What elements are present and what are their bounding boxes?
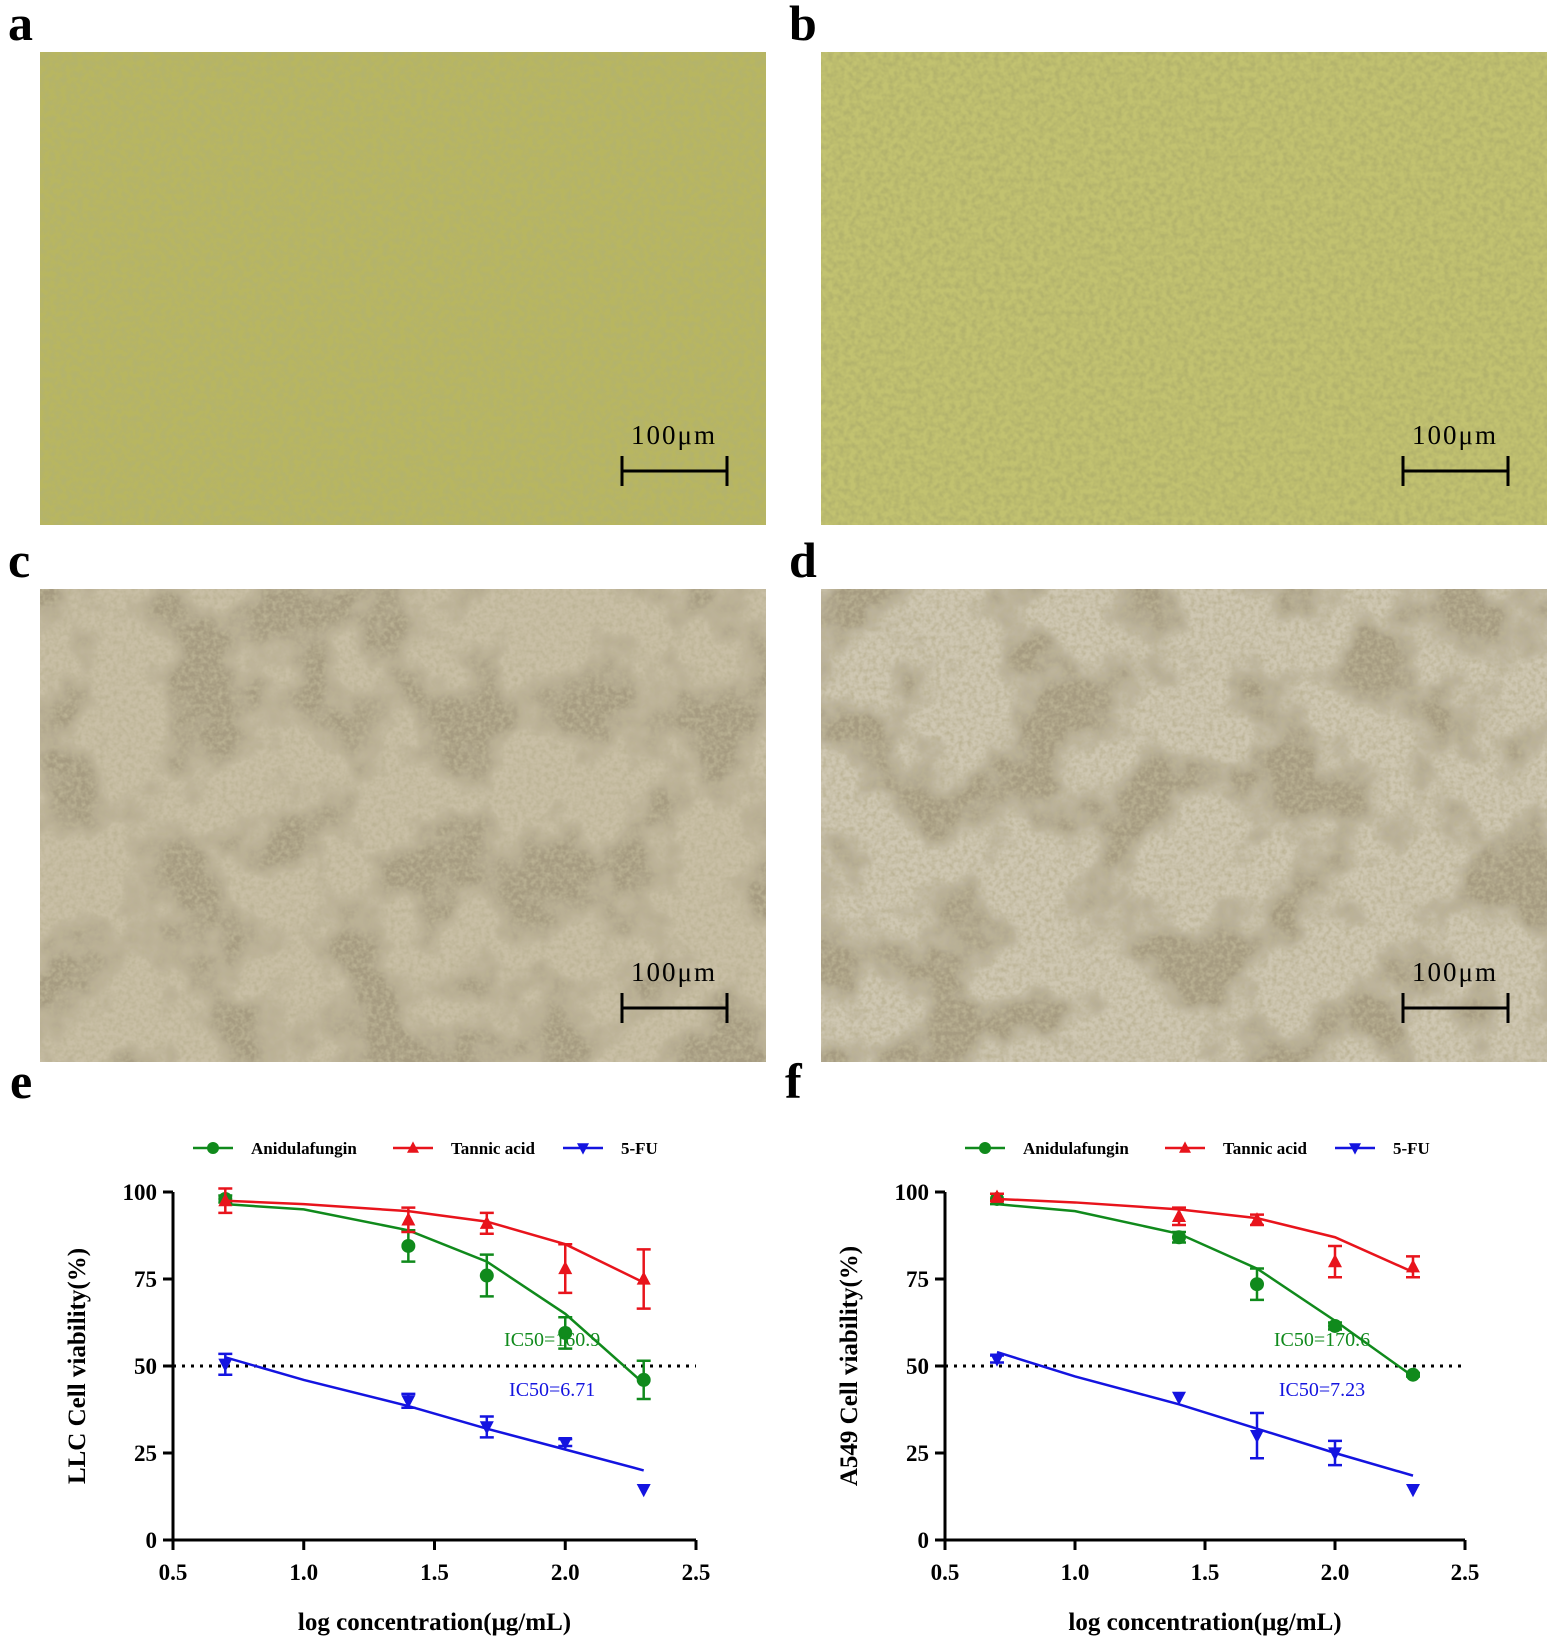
y-tick-label: 0 — [918, 1528, 930, 1553]
legend-label: Tannic acid — [1223, 1139, 1307, 1158]
panel-label: c — [8, 532, 30, 588]
legend-marker — [1349, 1143, 1361, 1155]
fit-curve — [996, 1197, 1414, 1274]
data-point — [636, 1483, 651, 1498]
legend-marker — [577, 1143, 589, 1155]
panel-label: a — [8, 0, 33, 51]
data-point — [218, 1358, 233, 1372]
legend-label: 5-FU — [621, 1139, 658, 1158]
legend-label: Anidulafungin — [1023, 1139, 1129, 1158]
data-point — [1328, 1253, 1342, 1268]
legend-marker — [407, 1141, 419, 1153]
data-point — [1328, 1447, 1342, 1461]
x-tick-label: 1.0 — [1061, 1560, 1090, 1585]
data-point — [558, 1436, 573, 1451]
fit-curve — [225, 1202, 645, 1385]
data-point — [1328, 1318, 1342, 1333]
annotation: IC50=7.23 — [1279, 1379, 1365, 1401]
scale-bar — [620, 993, 729, 1023]
scale-bar-label: 100μm — [631, 957, 717, 987]
legend-marker — [1179, 1141, 1191, 1153]
x-axis-label: log concentration(μg/mL) — [298, 1609, 571, 1636]
micrographs: a 100μm b 100μm c 100μm d 100μm — [8, 0, 1547, 1062]
data-point — [558, 1325, 573, 1340]
x-tick-label: 2.5 — [682, 1560, 711, 1585]
x-tick-label: 1.0 — [289, 1560, 318, 1585]
data-point — [1406, 1483, 1420, 1498]
panel-label: b — [789, 0, 817, 51]
data-point — [401, 1238, 416, 1253]
data-point — [1250, 1277, 1264, 1292]
y-tick-label: 50 — [906, 1354, 929, 1379]
legend-marker — [207, 1142, 219, 1154]
y-tick-label: 25 — [906, 1441, 929, 1466]
y-tick-label: 50 — [134, 1354, 157, 1379]
y-tick-label: 100 — [895, 1180, 930, 1205]
x-tick-label: 0.5 — [159, 1560, 188, 1585]
micrograph — [821, 52, 1547, 525]
y-axis-label: LLC Cell viability(%) — [64, 1248, 91, 1484]
scale-bar-label: 100μm — [631, 420, 717, 450]
scale-bar-label: 100μm — [1412, 420, 1498, 450]
y-tick-label: 75 — [906, 1267, 929, 1292]
fit-curve — [996, 1350, 1414, 1477]
micrograph — [40, 52, 766, 525]
data-point — [636, 1372, 651, 1387]
micrograph — [40, 589, 766, 1062]
data-point — [990, 1189, 1004, 1203]
data-point — [479, 1215, 494, 1229]
x-tick-label: 1.5 — [1191, 1560, 1220, 1585]
legend-label: 5-FU — [1393, 1139, 1430, 1158]
scale-bar-label: 100μm — [1412, 957, 1498, 987]
fit-curve — [225, 1199, 645, 1284]
micrograph — [821, 589, 1547, 1062]
x-tick-label: 2.5 — [1451, 1560, 1480, 1585]
data-point — [1172, 1230, 1186, 1245]
legend-label: Anidulafungin — [251, 1139, 357, 1158]
data-point — [558, 1260, 573, 1275]
charts: e 0.5 1.0 1.5 2.0 2.5 0 25 50 75 100 log concentrat… — [10, 1053, 1479, 1636]
data-point — [1250, 1212, 1264, 1226]
data-point — [218, 1193, 233, 1207]
legend-label: Tannic acid — [451, 1139, 535, 1158]
annotation: IC50=6.71 — [509, 1379, 595, 1401]
data-point — [1406, 1367, 1420, 1382]
annotation: IC50=160.9 — [504, 1329, 600, 1351]
scale-bar — [1401, 993, 1510, 1023]
scale-bar — [1401, 456, 1510, 486]
y-axis-label: A549 Cell viability(%) — [836, 1246, 863, 1486]
data-point — [479, 1421, 494, 1435]
data-point — [990, 1353, 1004, 1367]
legend-marker — [979, 1142, 991, 1154]
data-point — [1172, 1208, 1186, 1222]
fit-curve — [996, 1202, 1414, 1378]
y-tick-label: 25 — [134, 1441, 157, 1466]
y-tick-label: 75 — [134, 1267, 157, 1292]
data-point — [636, 1271, 651, 1285]
data-point — [1172, 1391, 1186, 1406]
data-point — [401, 1395, 416, 1409]
y-tick-label: 0 — [146, 1528, 158, 1553]
panel-label: f — [785, 1053, 803, 1109]
data-point — [401, 1212, 416, 1226]
y-tick-label: 100 — [123, 1180, 158, 1205]
x-tick-label: 2.0 — [551, 1560, 580, 1585]
panel-label: e — [10, 1053, 32, 1109]
fit-curve — [224, 1356, 645, 1472]
x-axis-label: log concentration(μg/mL) — [1068, 1609, 1341, 1636]
scale-bar — [620, 456, 729, 486]
data-point — [479, 1268, 494, 1283]
panel-label: d — [789, 532, 817, 588]
annotation: IC50=170.6 — [1274, 1329, 1370, 1351]
data-point — [1406, 1259, 1420, 1273]
data-point — [1250, 1430, 1264, 1444]
x-tick-label: 1.5 — [420, 1560, 449, 1585]
x-tick-label: 0.5 — [931, 1560, 960, 1585]
x-tick-label: 2.0 — [1321, 1560, 1350, 1585]
